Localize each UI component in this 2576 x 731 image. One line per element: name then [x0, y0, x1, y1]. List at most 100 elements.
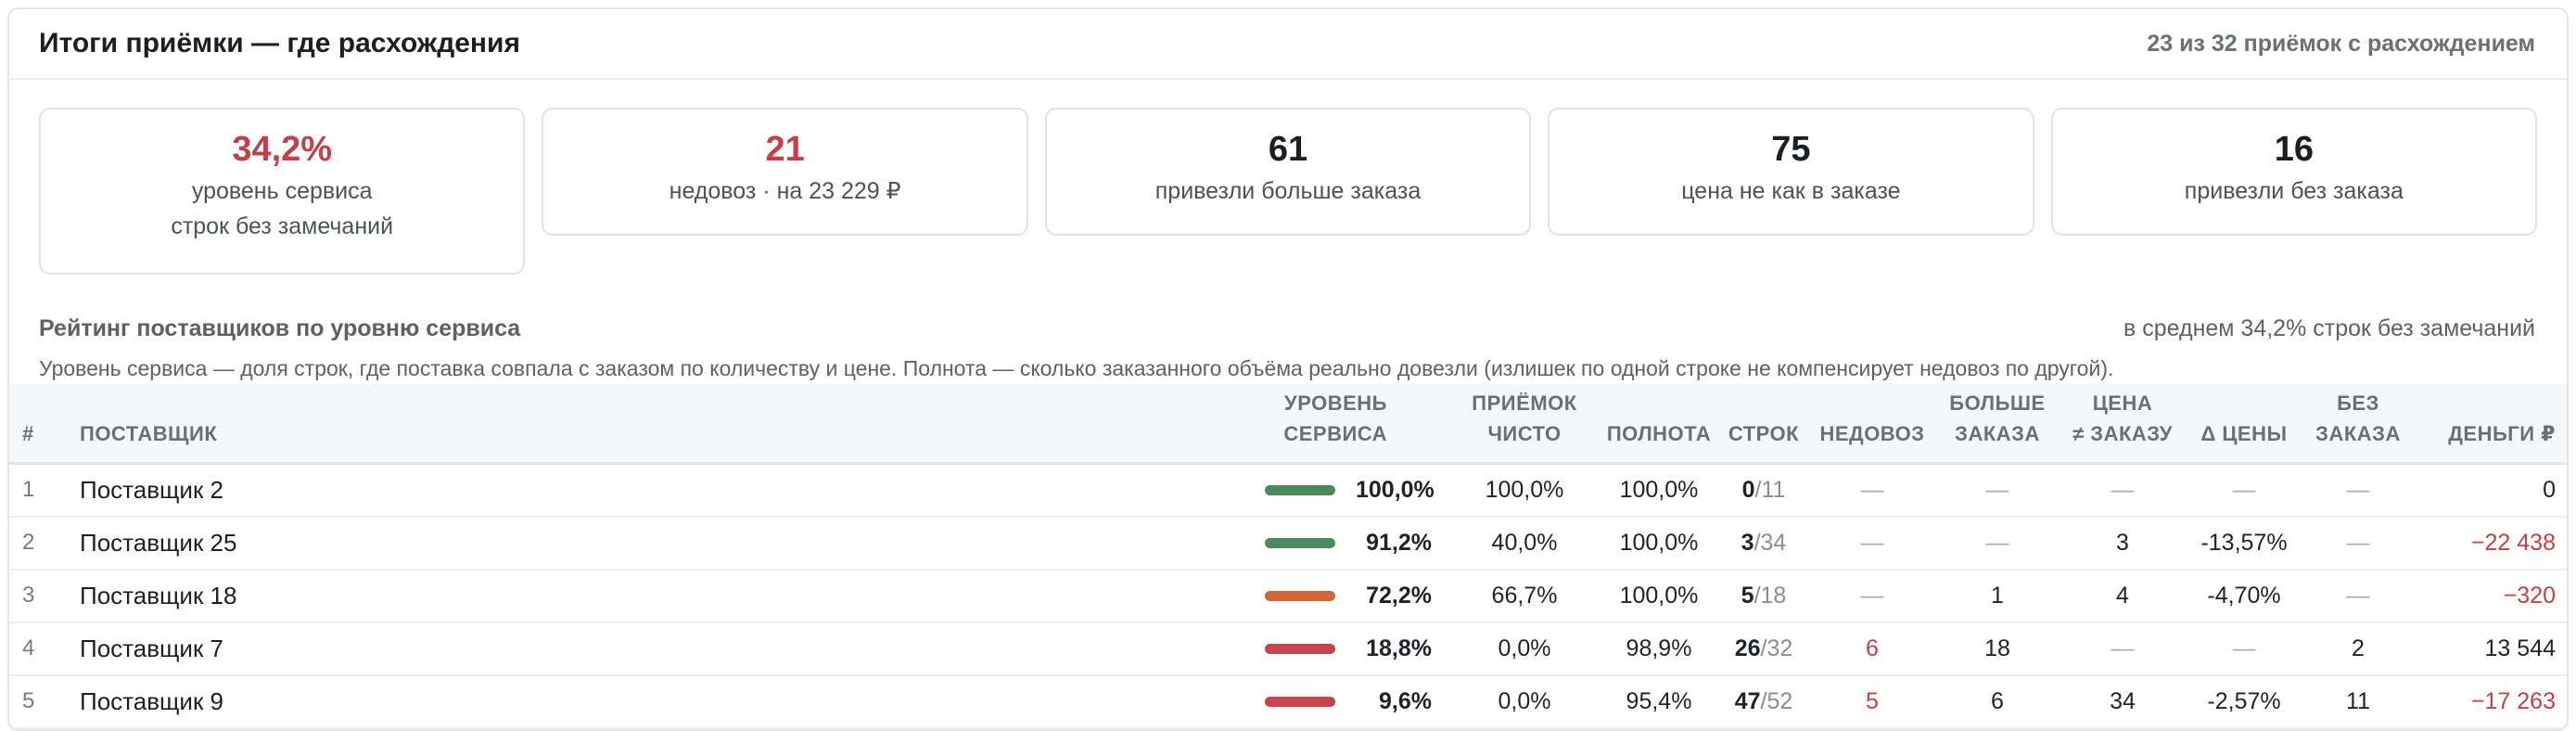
col-clean-line1: ПРИЁМОК [1472, 391, 1577, 415]
col-clean-line2: ЧИСТО [1487, 422, 1562, 445]
short-delivery-value: — [1810, 463, 1934, 518]
col-price-line1: ЦЕНА [2092, 391, 2153, 415]
row-number: 2 [9, 516, 56, 571]
supplier-name[interactable]: Поставщик 18 [56, 569, 1259, 623]
service-level-bar [1265, 537, 1335, 548]
supplier-name[interactable]: Поставщик 2 [56, 463, 1259, 518]
table-row[interactable]: 3 Поставщик 18 72,2% 66,7% 100,0% 5/18—1 4 -4,7… [9, 569, 2567, 623]
table-row[interactable]: 4 Поставщик 7 18,8% 0,0% 98,9% 26/32 6 18— —2 13 … [9, 622, 2567, 676]
service-level-cell: 100,0% [1259, 463, 1448, 518]
table-body: 1 Поставщик 2 100,0% 100,0% 100,0% 0/11— — — — —0… [9, 463, 2567, 729]
unordered-value: 11 [2303, 674, 2413, 729]
col-noorder-line1: БЕЗ [2337, 391, 2379, 415]
short-delivery-value: 5 [1810, 674, 1934, 729]
kpi-label: цена не как в заказе [1681, 178, 1901, 204]
kpi-label: привезли больше заказа [1154, 178, 1422, 204]
over-delivery-value: 6 [1934, 674, 2060, 729]
acceptance-summary-panel: Итоги приёмки — где расхождения 23 из 32… [7, 7, 2569, 731]
kpi-over-delivery: 61 привезли больше заказа [1044, 108, 1532, 236]
unordered-value: — [2303, 569, 2413, 623]
price-delta-value: — [2185, 463, 2303, 518]
col-service-line1: УРОВЕНЬ [1284, 391, 1387, 415]
service-level-value: 18,8% [1366, 635, 1432, 661]
service-level-value: 9,6% [1379, 687, 1432, 714]
kpi-short-delivery: 21 недовоз · на 23 229 ₽ [542, 108, 1028, 236]
supplier-name[interactable]: Поставщик 7 [56, 622, 1259, 676]
rating-title: Рейтинг поставщиков по уровню сервиса [39, 315, 521, 341]
col-short[interactable]: НЕДОВОЗ [1810, 384, 1934, 465]
unordered-value: 2 [2303, 622, 2413, 676]
clean-acceptance-value: 100,0% [1448, 463, 1600, 518]
rows-count: 5/18 [1717, 569, 1810, 623]
table-row[interactable]: 1 Поставщик 2 100,0% 100,0% 100,0% 0/11— — — — —0 [9, 463, 2567, 518]
table-header-row: # ПОСТАВЩИК УРОВЕНЬ СЕРВИСА ПРИЁМОК ЧИСТО … [9, 384, 2567, 465]
service-level-bar [1265, 590, 1335, 601]
short-delivery-value: — [1810, 569, 1934, 623]
rows-count: 26/32 [1717, 622, 1810, 676]
col-fill[interactable]: ПОЛНОТА [1600, 384, 1717, 465]
col-rows[interactable]: СТРОК [1717, 384, 1810, 465]
col-dprice[interactable]: Δ ЦЕНЫ [2185, 384, 2303, 465]
supplier-name[interactable]: Поставщик 25 [56, 516, 1259, 571]
row-number: 5 [9, 674, 56, 729]
panel-header: Итоги приёмки — где расхождения 23 из 32… [9, 9, 2567, 80]
rows-total: /52 [1760, 687, 1793, 714]
fill-rate-value: 100,0% [1600, 463, 1717, 518]
col-price-line2: ≠ ЗАКАЗУ [2072, 422, 2173, 445]
service-level-bar [1265, 696, 1335, 707]
table-row[interactable]: 5 Поставщик 9 9,6% 0,0% 95,4% 47/52 5 6 34 -2,57%… [9, 674, 2567, 729]
price-delta-value: -4,70% [2185, 569, 2303, 623]
service-level-cell: 72,2% [1259, 569, 1448, 623]
rows-count: 0/11 [1717, 463, 1810, 518]
rating-description: Уровень сервиса — доля строк, где постав… [39, 356, 2114, 380]
service-level-cell: 9,6% [1259, 674, 1448, 729]
col-clean[interactable]: ПРИЁМОК ЧИСТО [1448, 384, 1600, 465]
row-number: 1 [9, 463, 56, 518]
short-delivery-value: — [1810, 516, 1934, 571]
clean-acceptance-value: 66,7% [1448, 569, 1600, 623]
money-value: −320 [2413, 569, 2567, 623]
supplier-rating-table: # ПОСТАВЩИК УРОВЕНЬ СЕРВИСА ПРИЁМОК ЧИСТО … [9, 384, 2567, 729]
rating-section-header: Рейтинг поставщиков по уровню сервиса в … [39, 315, 2535, 342]
col-over[interactable]: БОЛЬШЕ ЗАКАЗА [1934, 384, 2060, 465]
kpi-label: недовоз · на 23 229 ₽ [669, 178, 901, 204]
kpi-value: 16 [2274, 130, 2314, 169]
col-over-line2: ЗАКАЗА [1955, 422, 2040, 445]
money-value: 13 544 [2413, 622, 2567, 676]
money-value: −22 438 [2413, 516, 2567, 571]
fill-rate-value: 100,0% [1600, 569, 1717, 623]
rows-total: /18 [1753, 582, 1787, 609]
col-service[interactable]: УРОВЕНЬ СЕРВИСА [1259, 384, 1448, 465]
supplier-name[interactable]: Поставщик 9 [56, 674, 1259, 729]
clean-acceptance-value: 40,0% [1448, 516, 1600, 571]
col-price[interactable]: ЦЕНА ≠ ЗАКАЗУ [2060, 384, 2185, 465]
rows-total: /34 [1753, 529, 1787, 556]
kpi-label: привезли без заказа [2184, 178, 2404, 204]
money-value: −17 263 [2413, 674, 2567, 729]
col-num[interactable]: # [9, 384, 56, 465]
col-supplier[interactable]: ПОСТАВЩИК [56, 384, 1259, 465]
price-mismatch-value: 3 [2060, 516, 2185, 571]
discrepancy-count: 23 из 32 приёмок с расхождением [2147, 30, 2535, 57]
price-mismatch-value: — [2060, 463, 2185, 518]
clean-acceptance-value: 0,0% [1448, 622, 1600, 676]
kpi-unordered: 16 привезли без заказа [2050, 108, 2538, 236]
col-noorder[interactable]: БЕЗ ЗАКАЗА [2303, 384, 2413, 465]
clean-acceptance-value: 0,0% [1448, 674, 1600, 729]
service-level-bar [1265, 484, 1335, 495]
price-delta-value: — [2185, 622, 2303, 676]
col-service-line2: СЕРВИСА [1283, 422, 1387, 445]
over-delivery-value: 18 [1934, 622, 2060, 676]
service-level-cell: 91,2% [1259, 516, 1448, 571]
col-money[interactable]: ДЕНЬГИ ₽ [2413, 384, 2567, 465]
kpi-value: 21 [765, 130, 805, 169]
kpi-value: 75 [1771, 130, 1811, 169]
table-row[interactable]: 2 Поставщик 25 91,2% 40,0% 100,0% 3/34— —3 -13,… [9, 516, 2567, 571]
service-level-value: 72,2% [1366, 582, 1432, 609]
kpi-row: 34,2% уровень сервиса строк без замечани… [39, 108, 2538, 275]
fill-rate-value: 95,4% [1600, 674, 1717, 729]
kpi-value: 61 [1268, 130, 1308, 169]
rows-total: /32 [1760, 635, 1793, 661]
kpi-label-secondary: строк без замечаний [171, 213, 394, 239]
row-number: 4 [9, 622, 56, 676]
